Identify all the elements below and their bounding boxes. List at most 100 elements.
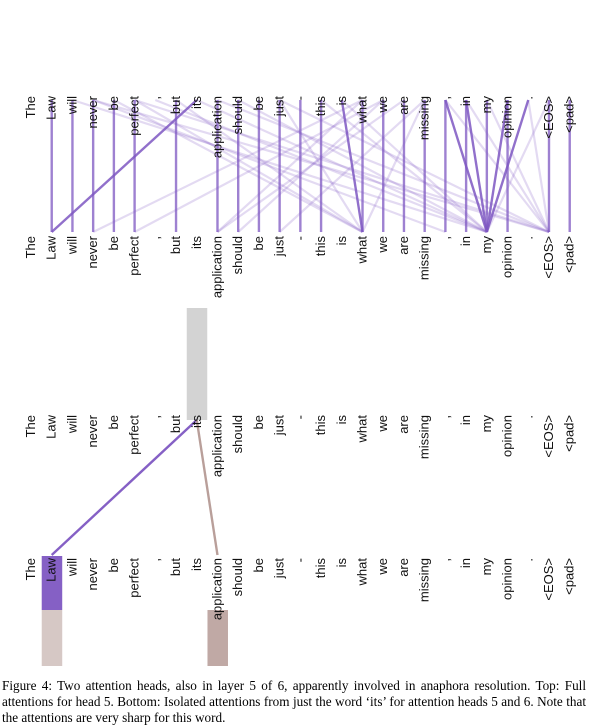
top-weak-link-22 (134, 99, 364, 233)
top-source-token-24: . (520, 96, 535, 100)
top-source-token-8: its (189, 96, 204, 110)
bottom-target-token-12: just (272, 558, 287, 580)
bottom-source-token-10: should (230, 415, 245, 453)
bottom-source-token-14: this (313, 415, 328, 436)
top-source-token-17: we (375, 96, 390, 114)
bottom-target-token-1: Law (44, 557, 59, 581)
top-target-token-0: The (23, 236, 38, 258)
bottom-source-token-25: <EOS> (541, 415, 556, 458)
top-source-token-15: is (334, 96, 349, 106)
top-attention-lines (50, 98, 571, 234)
bottom-target-token-10: should (230, 558, 245, 596)
top-source-token-16: what (355, 96, 370, 125)
bottom-target-token-7: but (168, 558, 183, 576)
top-weak-link-20 (527, 99, 551, 233)
top-target-token-26: <pad> (562, 236, 577, 273)
top-source-token-1: Law (44, 95, 59, 119)
top-target-token-17: we (375, 236, 390, 254)
bottom-target-token-21: in (458, 558, 473, 568)
bottom-link-head6-1 (195, 419, 219, 556)
bottom-source-token-20: , (437, 415, 452, 419)
top-target-tokens: The Law will never be perfect, but its applicati… (23, 235, 577, 298)
bottom-source-token-3: never (85, 414, 100, 447)
top-target-token-25: <EOS> (541, 236, 556, 279)
bottom-source-token-24: . (520, 415, 535, 419)
bottom-source-token-26: <pad> (562, 415, 577, 452)
bottom-target-token-24: . (520, 558, 535, 562)
top-source-token-23: opinion (500, 96, 515, 138)
bottom-target-token-2: will (64, 558, 79, 577)
top-target-token-7: but (168, 236, 183, 254)
bottom-target-token-5: perfect (127, 558, 142, 598)
bottom-target-token-8: its (189, 558, 204, 572)
top-target-token-18: are (396, 236, 411, 255)
top-source-token-12: just (272, 96, 287, 118)
top-source-token-11: be (251, 96, 266, 110)
bottom-target-token-3: never (85, 557, 100, 590)
bottom-target-token-25: <EOS> (541, 558, 556, 601)
top-weak-link-6 (196, 98, 488, 234)
top-target-token-21: in (458, 236, 473, 246)
top-source-token-2: will (64, 96, 79, 115)
bottom-source-token-6: , (147, 415, 162, 419)
bottom-target-token-14: this (313, 558, 328, 579)
figure-caption: Figure 4: Two attention heads, also in l… (2, 678, 586, 725)
source-highlight-box (186, 308, 208, 420)
bottom-target-token-17: we (375, 558, 390, 576)
top-weak-link-24 (279, 99, 550, 233)
top-strong-link-24 (444, 99, 488, 233)
top-source-token-5: perfect (127, 96, 142, 136)
bottom-source-token-7: but (168, 415, 183, 433)
bottom-source-token-4: be (106, 415, 121, 429)
bottom-source-token-22: my (479, 415, 494, 433)
bottom-source-token-5: perfect (127, 415, 142, 455)
top-target-token-20: , (437, 236, 452, 240)
head6-target-box-9 (207, 610, 228, 666)
top-target-token-8: its (189, 236, 204, 250)
top-source-token-14: this (313, 96, 328, 117)
top-source-tokens: The Law will never be perfect, but its applicati… (23, 95, 577, 158)
top-target-token-1: Law (44, 235, 59, 259)
top-source-token-0: The (23, 96, 38, 118)
bottom-source-token-15: is (334, 415, 349, 425)
bottom-source-token-21: in (458, 415, 473, 425)
top-target-token-10: should (230, 236, 245, 274)
bottom-target-token-15: is (334, 558, 349, 568)
top-target-token-16: what (355, 236, 370, 265)
top-source-token-10: should (230, 96, 245, 134)
top-strong-link-22 (50, 99, 198, 233)
top-target-token-15: is (334, 236, 349, 246)
top-source-token-9: application (209, 96, 224, 158)
top-target-token-19: missing (417, 236, 432, 280)
top-weak-link-11 (341, 99, 488, 233)
top-strong-link-25 (464, 99, 489, 233)
bottom-target-token-11: be (251, 558, 266, 572)
bottom-target-token-18: are (396, 558, 411, 577)
top-target-token-2: will (64, 236, 79, 255)
top-target-token-22: my (479, 236, 494, 254)
top-target-token-6: , (147, 236, 162, 240)
bottom-link-head5-0 (50, 419, 198, 556)
top-source-token-4: be (106, 96, 121, 110)
bottom-source-token-13: - (292, 415, 307, 419)
top-target-token-3: never (85, 235, 100, 268)
bottom-highlights (41, 308, 228, 666)
bottom-target-token-19: missing (417, 558, 432, 602)
top-weak-link-19 (485, 99, 550, 233)
bottom-target-token-26: <pad> (562, 558, 577, 595)
top-target-token-9: application (209, 236, 224, 298)
bottom-source-token-19: missing (417, 415, 432, 459)
top-weak-link-26 (92, 99, 364, 233)
top-source-token-21: in (458, 96, 473, 106)
top-source-token-3: never (85, 95, 100, 128)
bottom-target-token-16: what (355, 558, 370, 587)
top-weak-link-0 (92, 98, 446, 234)
top-target-token-14: this (313, 236, 328, 257)
head6-target-box-1 (41, 610, 63, 666)
bottom-source-token-1: Law (44, 414, 59, 438)
top-source-token-19: missing (417, 96, 432, 140)
top-weak-link-14 (216, 99, 405, 233)
bottom-target-token-13: - (292, 558, 307, 562)
bottom-target-token-22: my (479, 558, 494, 576)
bottom-source-token-9: application (209, 415, 224, 477)
